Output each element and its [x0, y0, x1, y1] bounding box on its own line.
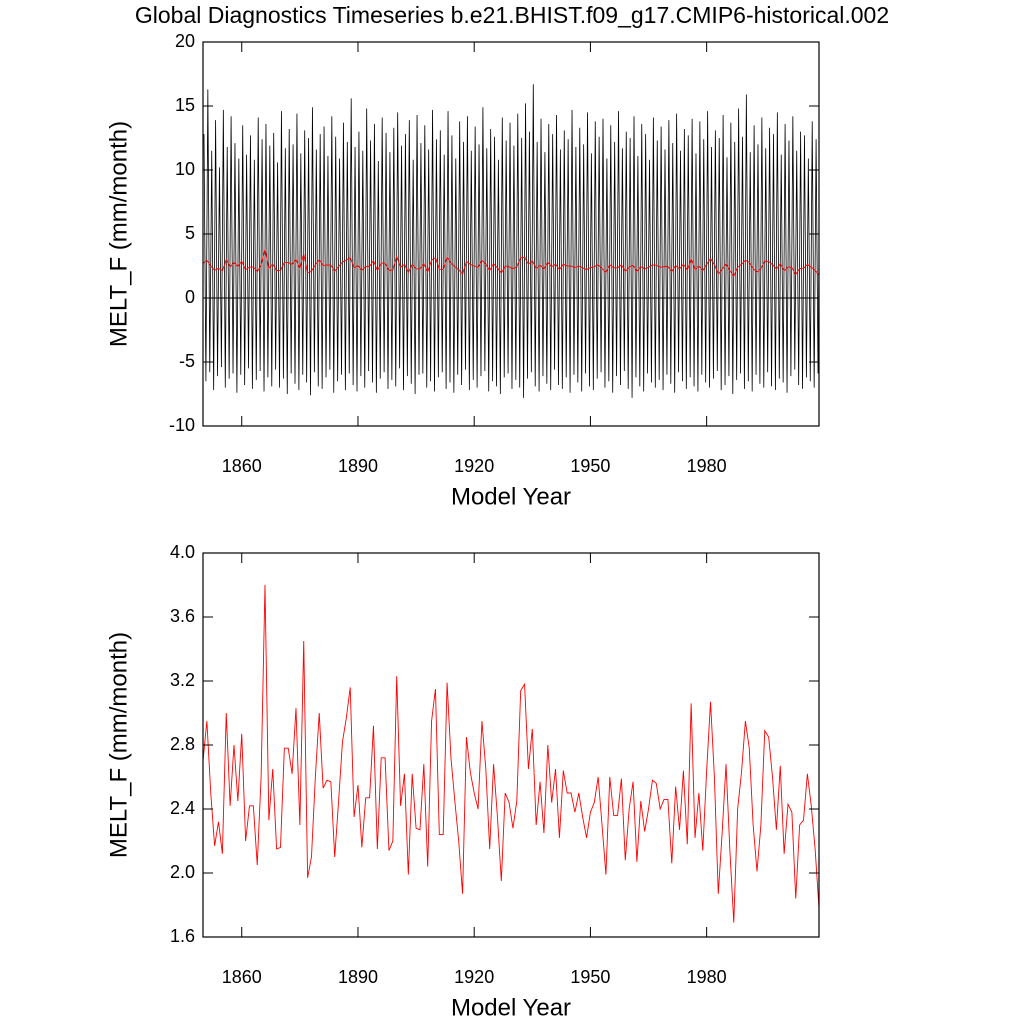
x-axis-title: Model Year [451, 483, 571, 510]
chart-title: Global Diagnostics Timeseries b.e21.BHIS… [135, 2, 889, 28]
y-tick-label: -5 [179, 351, 195, 371]
y-tick-label: 2.0 [170, 862, 195, 882]
x-tick-label: 1890 [338, 456, 378, 476]
y-tick-label: 0 [185, 287, 195, 307]
y-tick-label: 15 [175, 95, 195, 115]
y-tick-label: 5 [185, 223, 195, 243]
plot-frame [202, 552, 820, 938]
y-axis-title: MELT_F (mm/month) [105, 121, 132, 347]
y-tick-label: -10 [169, 415, 195, 435]
x-tick-label: 1920 [454, 456, 494, 476]
x-axis-title: Model Year [451, 994, 571, 1021]
y-axis-title: MELT_F (mm/month) [105, 632, 132, 858]
x-tick-label: 1980 [687, 967, 727, 987]
y-tick-label: 3.6 [170, 606, 195, 626]
x-tick-label: 1860 [222, 456, 262, 476]
x-tick-label: 1860 [222, 967, 262, 987]
y-tick-label: 3.2 [170, 670, 195, 690]
series-line [203, 249, 819, 278]
x-tick-label: 1980 [687, 456, 727, 476]
y-tick-label: 2.4 [170, 798, 195, 818]
y-tick-label: 4.0 [170, 542, 195, 562]
y-tick-label: 1.6 [170, 926, 195, 946]
x-tick-label: 1950 [570, 456, 610, 476]
y-tick-label: 20 [175, 31, 195, 51]
x-tick-label: 1890 [338, 967, 378, 987]
y-tick-label: 2.8 [170, 734, 195, 754]
x-tick-label: 1920 [454, 967, 494, 987]
x-tick-label: 1950 [570, 967, 610, 987]
series-line [203, 584, 819, 923]
y-tick-label: 10 [175, 159, 195, 179]
series-line [203, 84, 819, 398]
